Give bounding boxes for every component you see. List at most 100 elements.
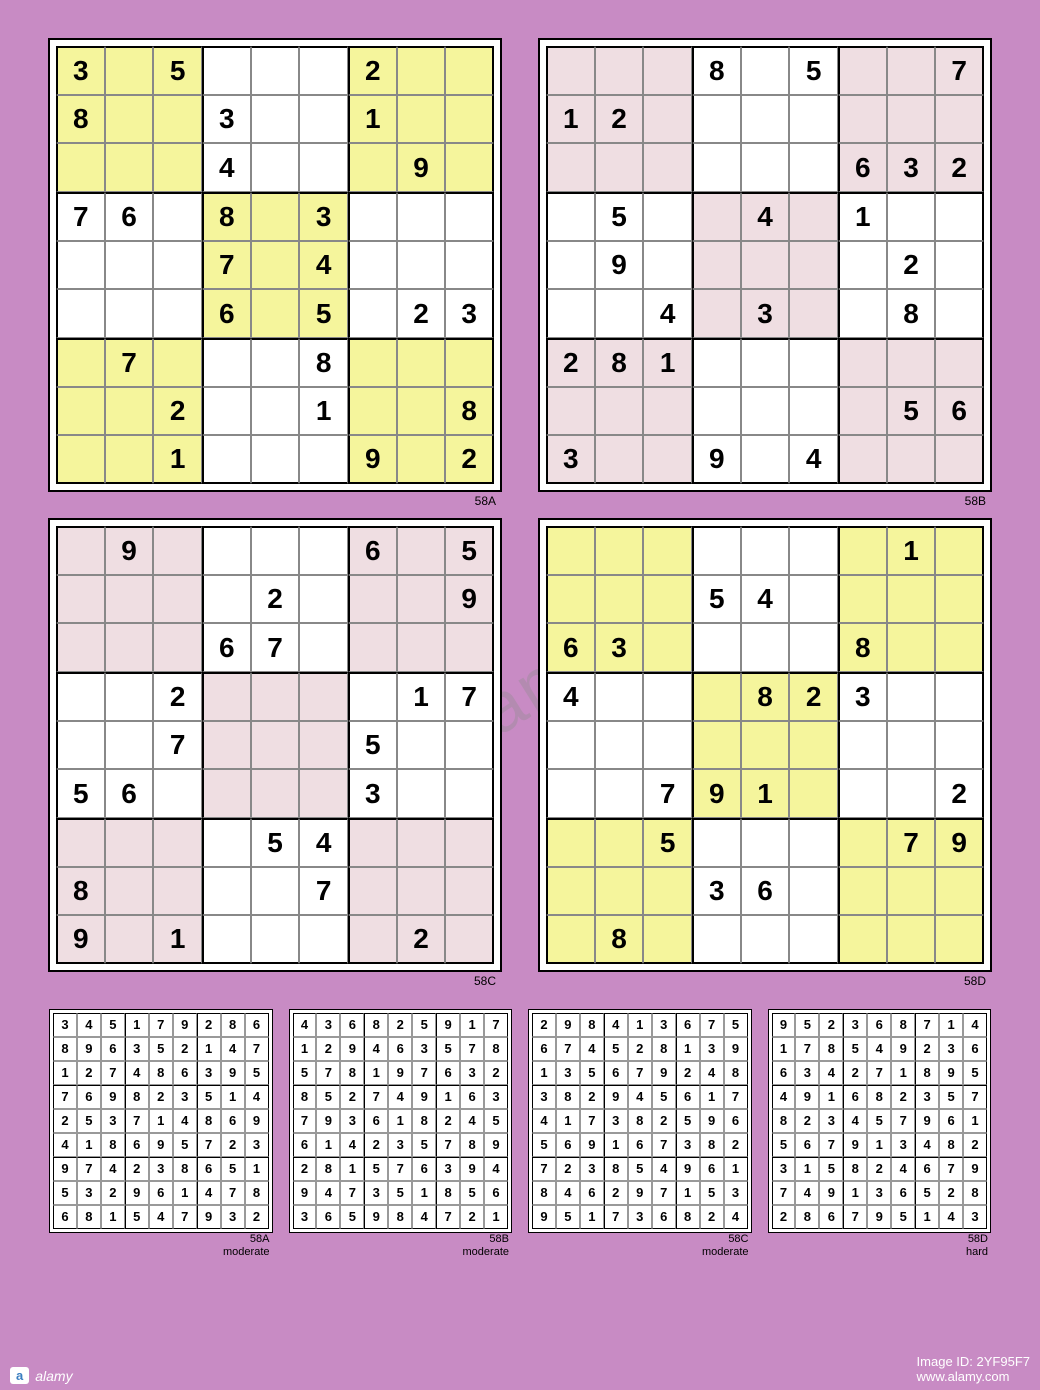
solution-cell: 5 xyxy=(700,1181,724,1205)
solution-cell: 2 xyxy=(915,1037,939,1061)
sudoku-cell xyxy=(595,672,644,721)
sudoku-cell xyxy=(105,623,154,672)
solution-cell: 1 xyxy=(364,1061,388,1085)
sudoku-cell xyxy=(105,289,154,338)
solution-cell: 7 xyxy=(819,1133,843,1157)
solution-cell: 8 xyxy=(149,1061,173,1085)
solution-cell: 6 xyxy=(676,1085,700,1109)
solution-cell: 3 xyxy=(867,1181,891,1205)
sudoku-cell xyxy=(887,192,936,241)
sudoku-cell xyxy=(202,575,251,624)
solution-cell: 8 xyxy=(532,1181,556,1205)
solutions-grid: 3451792868963521471274863957698235142537… xyxy=(50,1010,990,1232)
sudoku-cell xyxy=(887,575,936,624)
sudoku-cell: 9 xyxy=(105,526,154,575)
solution-cell: 8 xyxy=(364,1013,388,1037)
sudoku-cell xyxy=(546,526,595,575)
solution-cell: 4 xyxy=(843,1109,867,1133)
solution-cell: 3 xyxy=(197,1061,221,1085)
sudoku-cell: 9 xyxy=(692,435,741,484)
solution-cell: 5 xyxy=(173,1133,197,1157)
solution-cell: 1 xyxy=(532,1061,556,1085)
sudoku-cell xyxy=(838,46,887,95)
sudoku-cell: 1 xyxy=(838,192,887,241)
sudoku-cell xyxy=(251,721,300,770)
sudoku-cell: 5 xyxy=(789,46,838,95)
sudoku-cell: 5 xyxy=(643,818,692,867)
sudoku-cell xyxy=(397,435,446,484)
sudoku-cell xyxy=(887,769,936,818)
sudoku-cell xyxy=(251,95,300,144)
sudoku-cell xyxy=(56,435,105,484)
solution-label: 58Dhard xyxy=(966,1233,988,1259)
solution-cell: 8 xyxy=(628,1109,652,1133)
solution-cell: 8 xyxy=(436,1181,460,1205)
solution-cell: 9 xyxy=(460,1157,484,1181)
solution-cell: 4 xyxy=(772,1085,796,1109)
solution-cell: 6 xyxy=(221,1109,245,1133)
solution-cell: 1 xyxy=(580,1205,604,1229)
sudoku-cell: 9 xyxy=(397,143,446,192)
solution-cell: 7 xyxy=(125,1109,149,1133)
sudoku-cell xyxy=(299,575,348,624)
solution-cell: 6 xyxy=(197,1157,221,1181)
sudoku-cell xyxy=(105,241,154,290)
sudoku-cell: 4 xyxy=(741,192,790,241)
sudoku-cell xyxy=(153,623,202,672)
solution-cell: 6 xyxy=(245,1013,269,1037)
solution-cell: 3 xyxy=(772,1157,796,1181)
solution-cell: 3 xyxy=(293,1205,317,1229)
sudoku-cell: 1 xyxy=(153,915,202,964)
sudoku-cell xyxy=(887,721,936,770)
sudoku-cell xyxy=(397,95,446,144)
solution-cell: 6 xyxy=(436,1061,460,1085)
solution-cell: 4 xyxy=(460,1109,484,1133)
solution-cell: 1 xyxy=(293,1037,317,1061)
solution-cell: 4 xyxy=(700,1061,724,1085)
solution-cell: 1 xyxy=(843,1181,867,1205)
sudoku-cell xyxy=(202,769,251,818)
solution-cell: 6 xyxy=(628,1133,652,1157)
sudoku-cell xyxy=(56,241,105,290)
solution-cell: 6 xyxy=(843,1085,867,1109)
solution-cell: 8 xyxy=(724,1061,748,1085)
solution-cell: 2 xyxy=(77,1061,101,1085)
sudoku-cell xyxy=(789,526,838,575)
solution-cell: 1 xyxy=(460,1013,484,1037)
solution-cell: 5 xyxy=(388,1181,412,1205)
solution-cell: 8 xyxy=(53,1037,77,1061)
solution-cell: 5 xyxy=(77,1109,101,1133)
solution-cell: 1 xyxy=(963,1109,987,1133)
solution-cell: 5 xyxy=(316,1085,340,1109)
sudoku-cell: 2 xyxy=(153,672,202,721)
sudoku-cell xyxy=(935,623,984,672)
sudoku-cell xyxy=(643,867,692,916)
sudoku-cell: 7 xyxy=(299,867,348,916)
solution-cell: 8 xyxy=(460,1133,484,1157)
solution-cell: 1 xyxy=(340,1157,364,1181)
sudoku-cell xyxy=(643,526,692,575)
solution-cell: 5 xyxy=(293,1061,317,1085)
solution-cell: 4 xyxy=(939,1205,963,1229)
solution-cell: 5 xyxy=(772,1133,796,1157)
sudoku-cell: 7 xyxy=(643,769,692,818)
sudoku-cell xyxy=(741,241,790,290)
sudoku-cell: 3 xyxy=(741,289,790,338)
sudoku-cell: 8 xyxy=(445,387,494,436)
solution-cell: 7 xyxy=(197,1133,221,1157)
solution-cell: 4 xyxy=(867,1037,891,1061)
solution-cell: 9 xyxy=(843,1133,867,1157)
sudoku-cell xyxy=(546,818,595,867)
solution-cell: 7 xyxy=(149,1013,173,1037)
sudoku-cell xyxy=(838,289,887,338)
solution-cell: 6 xyxy=(125,1133,149,1157)
solution-cell: 4 xyxy=(915,1133,939,1157)
sudoku-cell xyxy=(251,289,300,338)
sudoku-grid: 35283149768374652378218192 xyxy=(50,40,500,490)
sudoku-cell: 4 xyxy=(299,818,348,867)
solution-cell: 9 xyxy=(939,1061,963,1085)
solution-cell: 1 xyxy=(795,1157,819,1181)
sudoku-cell xyxy=(643,623,692,672)
solution-cell: 7 xyxy=(388,1157,412,1181)
sudoku-cell xyxy=(202,435,251,484)
